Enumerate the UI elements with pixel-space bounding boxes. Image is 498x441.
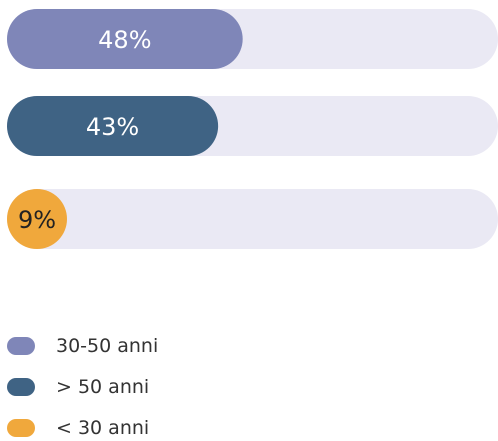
bar bbox=[7, 96, 219, 156]
legend-label: < 30 anni bbox=[56, 417, 149, 439]
legend-swatch bbox=[7, 378, 35, 396]
bar bbox=[7, 9, 243, 69]
legend-swatch bbox=[7, 419, 35, 437]
legend-label: > 50 anni bbox=[56, 376, 149, 398]
bar-label: 43% bbox=[86, 113, 139, 141]
legend-swatch bbox=[7, 337, 35, 355]
bar-label: 9% bbox=[18, 206, 56, 234]
legend-label: 30-50 anni bbox=[56, 335, 158, 357]
bar bbox=[7, 189, 67, 249]
bar-track bbox=[7, 189, 498, 249]
bar-label: 48% bbox=[98, 26, 151, 54]
